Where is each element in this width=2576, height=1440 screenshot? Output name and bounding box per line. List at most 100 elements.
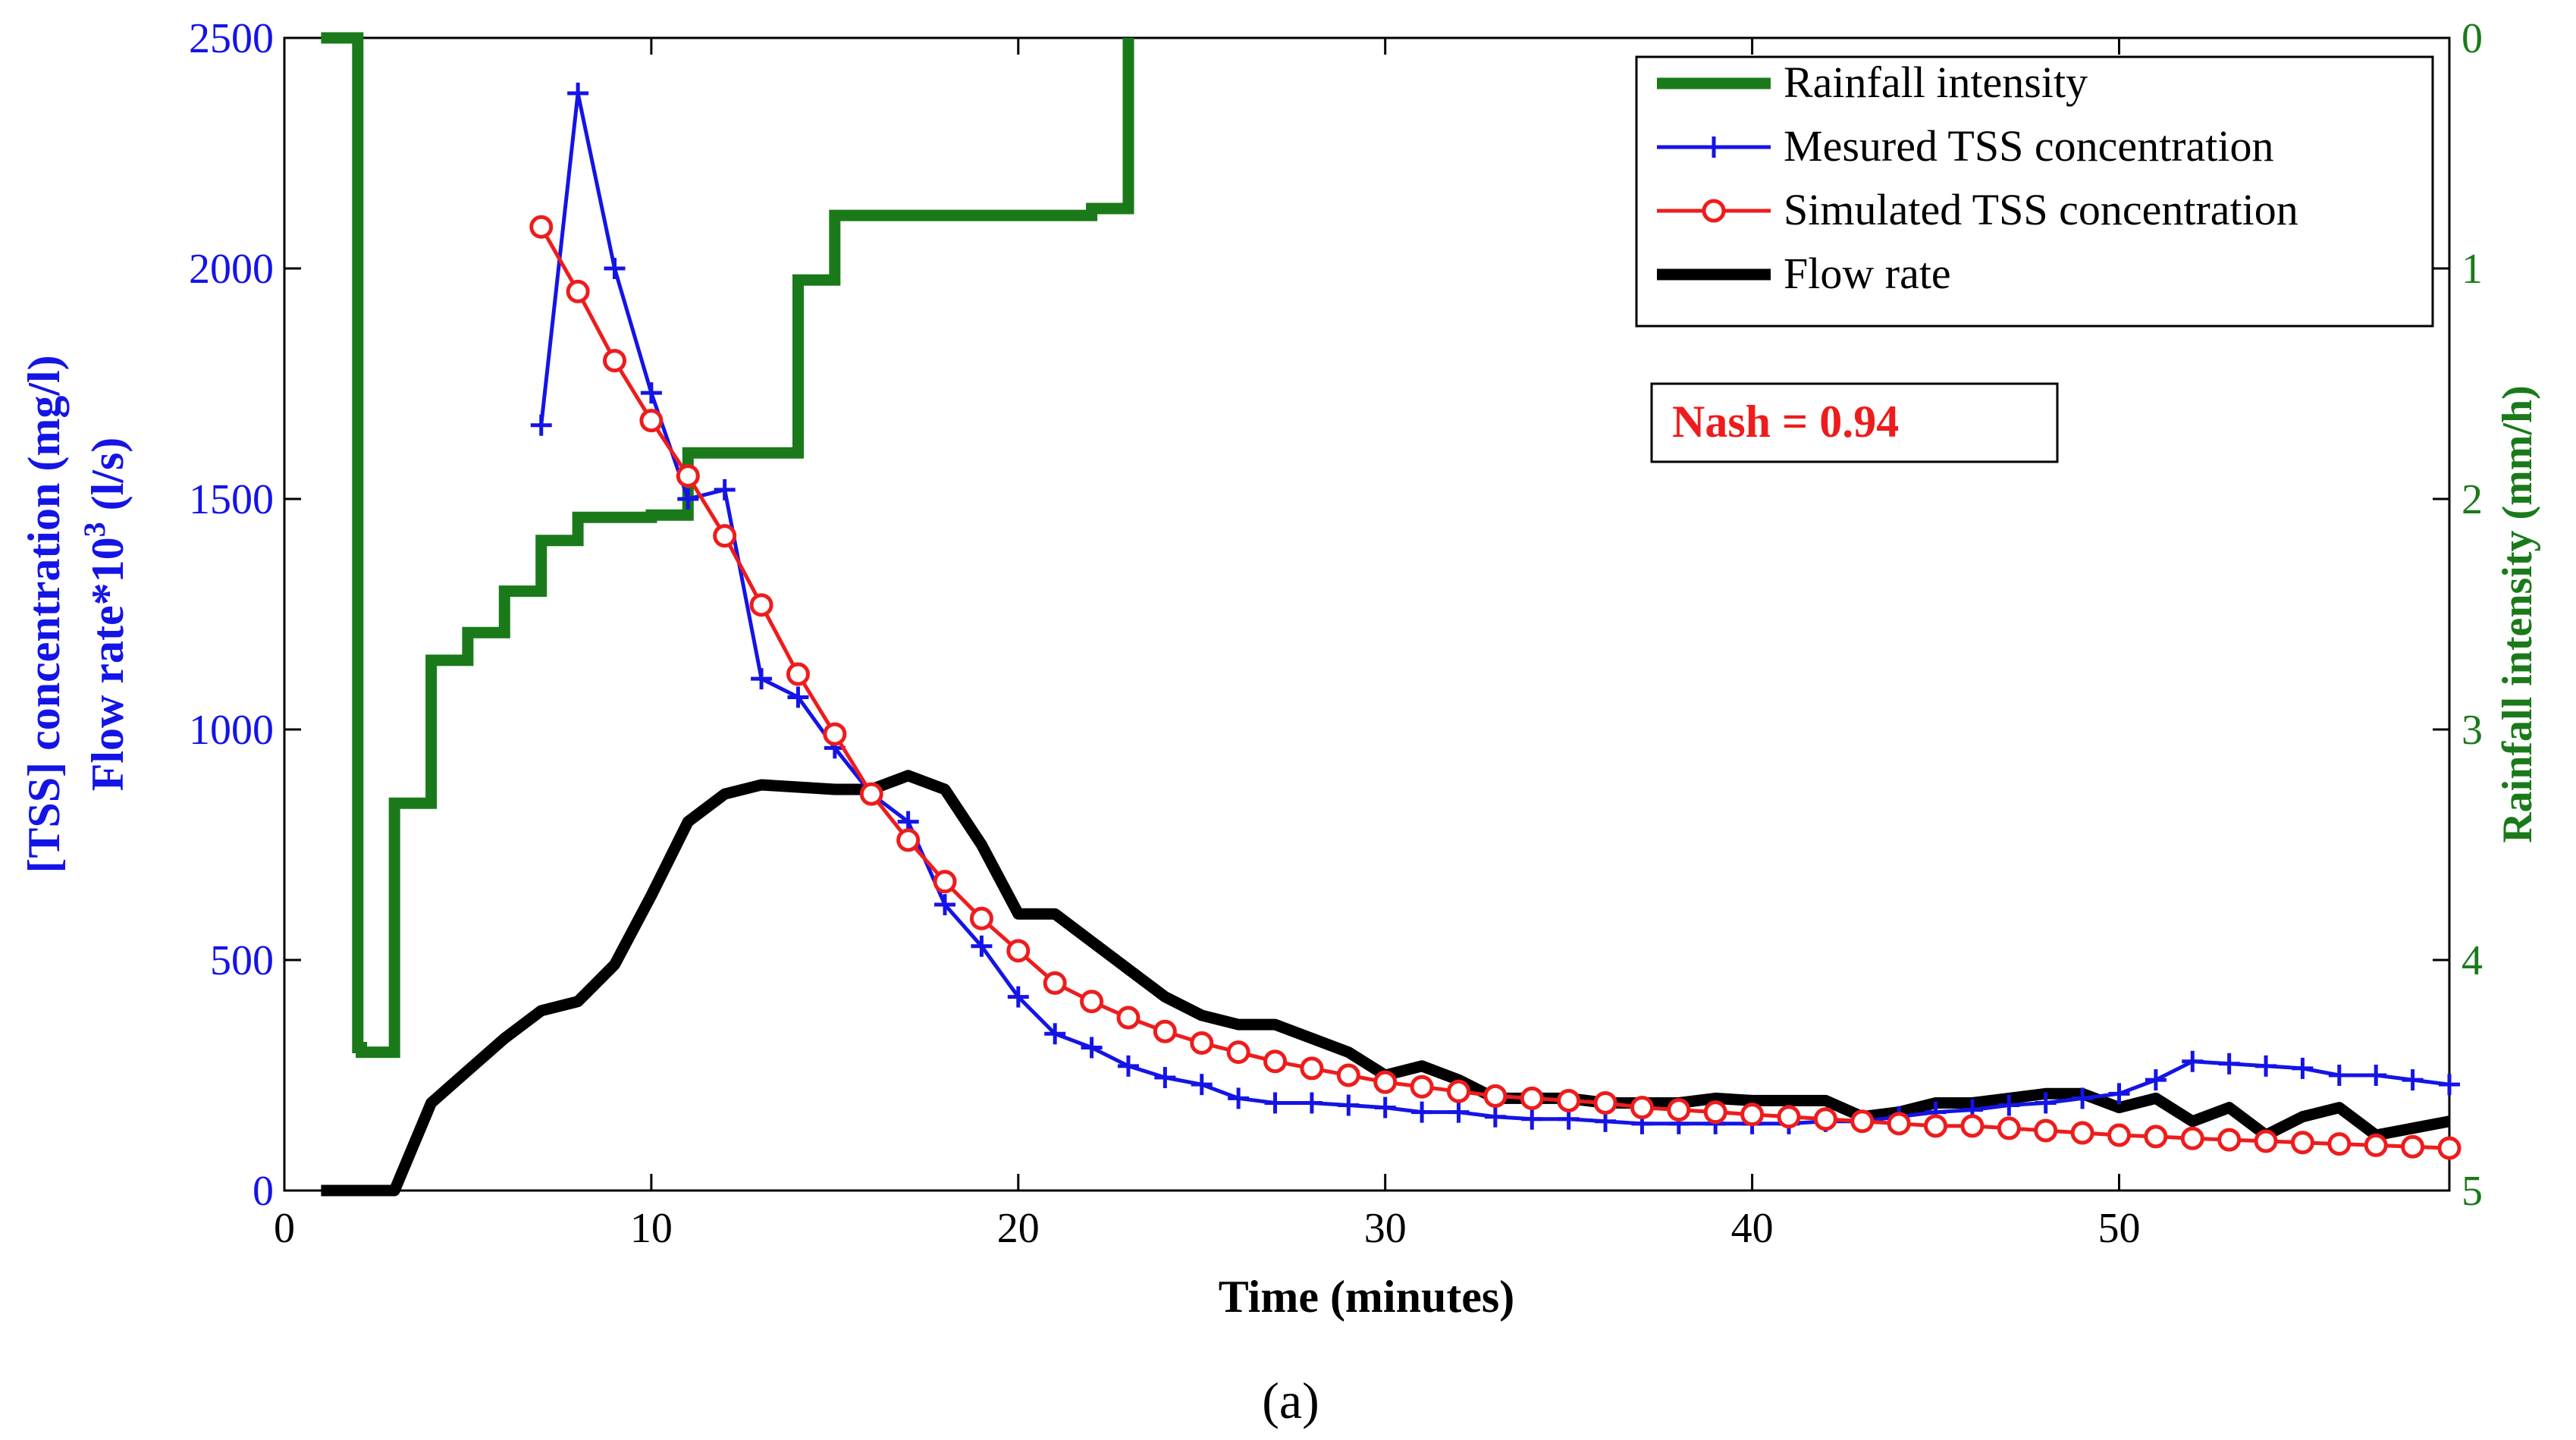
y-tick-label: 2500 <box>189 15 274 62</box>
data-point-simulated <box>1997 1116 2021 1140</box>
data-point-measured <box>2439 1074 2460 1096</box>
data-point-simulated <box>2070 1121 2094 1145</box>
x-tick-label: 40 <box>1731 1205 1774 1252</box>
data-point-simulated <box>2107 1123 2131 1147</box>
data-point-measured <box>2218 1053 2240 1075</box>
data-point-measured <box>1191 1074 1213 1096</box>
x-tick-label: 20 <box>997 1205 1040 1252</box>
data-point-simulated <box>2180 1126 2204 1150</box>
y-tick-label: 1000 <box>189 707 274 754</box>
data-point-simulated <box>2437 1136 2461 1160</box>
data-point-simulated <box>1960 1114 1985 1138</box>
data-point-simulated <box>1703 1100 1727 1125</box>
y2-tick-label: 1 <box>2461 246 2483 293</box>
data-point-measured <box>1338 1094 1360 1116</box>
data-point-simulated <box>1593 1090 1617 1115</box>
data-point-measured <box>2182 1050 2204 1072</box>
series-line-rainfall-intensity <box>321 32 1134 1059</box>
data-point-measured <box>1521 1108 1543 1130</box>
data-point-measured <box>1228 1087 1250 1109</box>
flow-label-superscript: 3 <box>77 522 111 537</box>
data-point-simulated <box>1813 1107 1837 1131</box>
data-point-measured <box>1301 1092 1323 1114</box>
legend-entries: Rainfall intensity Mesured TSS concentrat… <box>1657 58 2298 298</box>
data-point-simulated <box>1006 939 1031 963</box>
legend-entry: Rainfall intensity <box>1657 58 2088 107</box>
data-point-measured <box>751 668 773 690</box>
data-point-simulated <box>1777 1105 1801 1129</box>
x-tick-label: 50 <box>2098 1205 2140 1252</box>
nash-annotation-text: Nash = 0.94 <box>1672 397 1899 447</box>
legend-entry: Mesured TSS concentration <box>1657 121 2273 171</box>
data-point-simulated <box>896 828 921 852</box>
data-point-simulated <box>1630 1096 1654 1120</box>
x-tick-label: 30 <box>1364 1205 1407 1252</box>
legend-label: Rainfall intensity <box>1784 58 2088 107</box>
data-point-simulated <box>639 409 664 433</box>
data-point-measured <box>1374 1096 1396 1118</box>
data-point-simulated <box>1740 1103 1765 1127</box>
left-y-axis: 0 500 1000 1500 2000 2500 <box>189 15 301 1215</box>
data-point-measured <box>2035 1092 2057 1114</box>
data-point-measured <box>677 488 699 510</box>
left-y-axis-label-flow: Flow rate*103 (l/s) <box>77 438 133 792</box>
panel-label: (a) <box>1262 1372 1319 1429</box>
data-point-simulated <box>1373 1070 1398 1094</box>
data-point-measured <box>1484 1106 1506 1128</box>
data-point-simulated <box>1850 1109 1875 1134</box>
data-point-simulated <box>2254 1129 2278 1153</box>
legend-entry: Simulated TSS concentration <box>1657 185 2298 234</box>
data-point-measured <box>2255 1055 2277 1077</box>
series-layer <box>321 32 2461 1197</box>
data-point-measured <box>2145 1069 2167 1091</box>
data-point-simulated <box>1410 1075 1434 1099</box>
data-point-simulated <box>1043 971 1067 995</box>
data-point-measured <box>2365 1065 2387 1086</box>
data-point-measured <box>604 258 626 279</box>
data-point-simulated <box>1300 1056 1324 1081</box>
data-point-simulated <box>1887 1112 1911 1136</box>
data-point-simulated <box>859 782 883 806</box>
data-point-simulated <box>1446 1079 1470 1103</box>
data-point-simulated <box>529 215 554 239</box>
legend-label: Simulated TSS concentration <box>1784 185 2298 234</box>
data-point-measured <box>1411 1101 1433 1123</box>
data-point-measured <box>1007 986 1029 1008</box>
y2-tick-label: 2 <box>2461 476 2483 523</box>
data-point-simulated <box>1263 1049 1288 1074</box>
x-axis: 0 10 20 30 40 50 <box>274 38 2140 1252</box>
data-point-simulated <box>676 464 700 488</box>
data-point-measured <box>1117 1055 1139 1077</box>
data-point-simulated <box>1483 1084 1508 1108</box>
flow-label-main: Flow rate*10 <box>83 537 133 791</box>
data-point-measured <box>1998 1094 2020 1116</box>
data-point-simulated <box>969 906 993 930</box>
y2-tick-label: 0 <box>2461 15 2483 62</box>
data-point-simulated <box>2401 1134 2425 1159</box>
data-point-measured <box>787 686 809 708</box>
y-tick-label: 2000 <box>189 246 274 293</box>
data-point-simulated <box>2217 1128 2242 1152</box>
data-point-simulated <box>566 279 590 303</box>
data-point-simulated <box>823 722 847 746</box>
data-point-simulated <box>2034 1118 2058 1143</box>
data-point-measured <box>640 382 662 404</box>
data-point-measured <box>2072 1087 2094 1109</box>
nash-annotation: Nash = 0.94 <box>1650 382 2059 463</box>
data-point-measured <box>567 82 589 104</box>
data-point-simulated <box>1924 1114 1948 1138</box>
y2-tick-label: 5 <box>2461 1168 2483 1215</box>
data-point-measured <box>1044 1023 1066 1045</box>
data-point-simulated <box>933 870 957 894</box>
data-point-simulated <box>1190 1031 1214 1055</box>
legend-entry: Flow rate <box>1657 249 1951 298</box>
data-point-simulated <box>1116 1005 1141 1030</box>
y-tick-label: 1500 <box>189 476 274 523</box>
data-point-simulated <box>713 524 737 548</box>
legend: Rainfall intensity Mesured TSS concentrat… <box>1635 55 2434 328</box>
data-point-measured <box>1448 1101 1470 1123</box>
nash-annotation-box <box>1650 382 2059 463</box>
data-point-simulated <box>1557 1088 1581 1112</box>
flow-label-unit: (l/s) <box>83 438 133 522</box>
